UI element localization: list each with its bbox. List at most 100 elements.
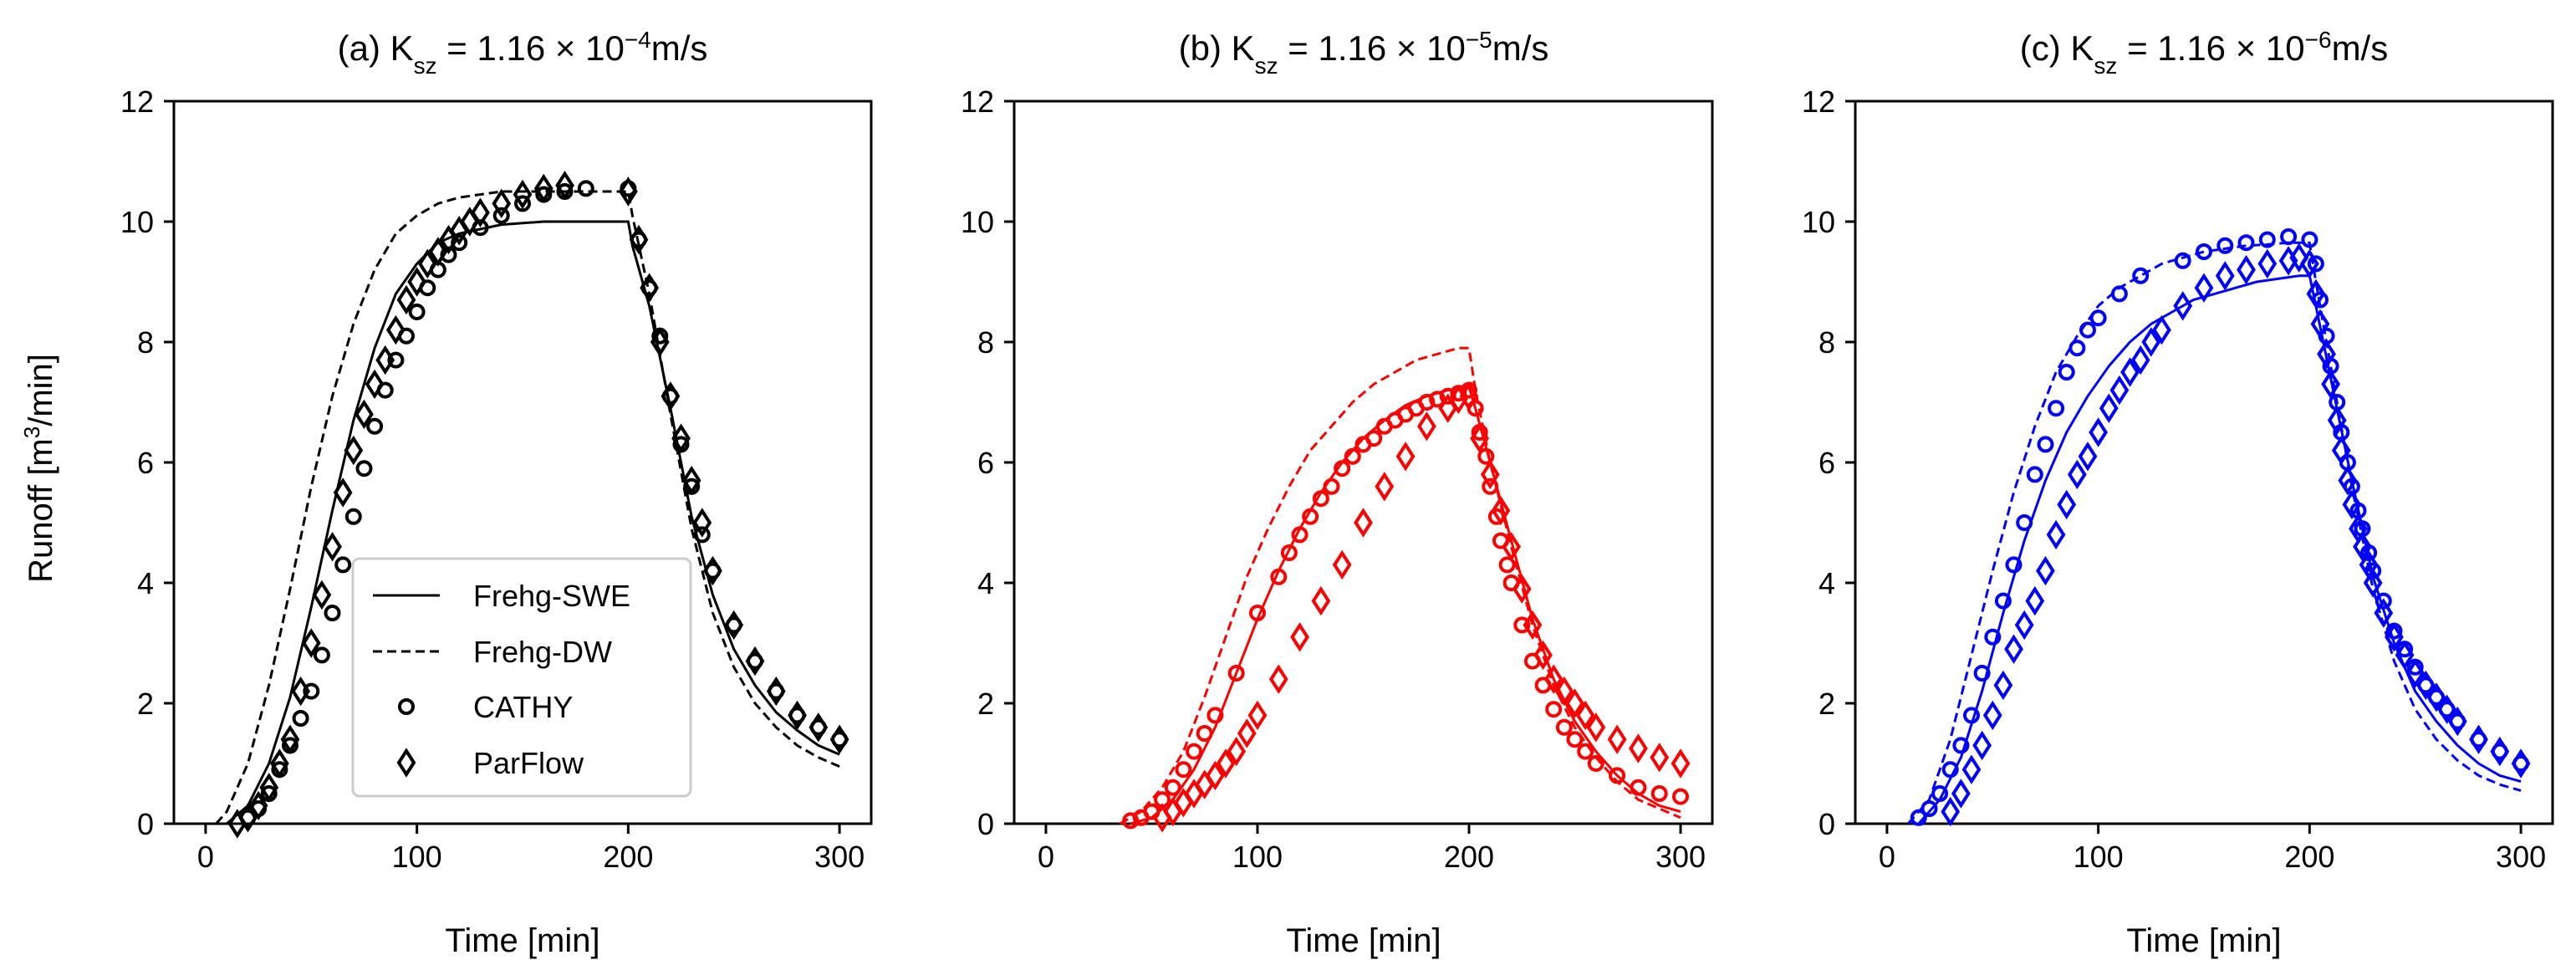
panel-a-parflow-point xyxy=(809,712,829,743)
panel-c-cathy-point xyxy=(1910,809,1927,826)
panel-c-parflow-point xyxy=(2004,634,2023,664)
legend: Frehg-SWE Frehg-DW CATHY ParFlow xyxy=(351,557,692,798)
panel-b-axes-frame xyxy=(1013,100,1714,825)
panel-c-title-eq: = 1.16 × 10 xyxy=(2117,28,2304,68)
panel-a-x-tick-label: 300 xyxy=(814,840,865,874)
panel-a-parflow-point xyxy=(671,423,691,453)
panel-b-cathy-point xyxy=(1555,718,1573,736)
panel-b-cathy-point xyxy=(1291,526,1308,544)
panel-c-cathy-point xyxy=(1952,737,1970,754)
panel-a-parflow-point xyxy=(692,508,712,538)
panel-c-cathy-point xyxy=(1941,761,1959,779)
panel-c-cathy-point xyxy=(2026,466,2043,483)
panel-c-parflow-point xyxy=(2046,519,2066,550)
panel-a-cathy-point xyxy=(313,646,330,664)
panel-c-parflow-point xyxy=(2363,568,2383,598)
panel-c-parflow-point xyxy=(2099,393,2119,423)
panel-c-parflow-point xyxy=(2194,273,2214,303)
panel-b-x-tick-label: 200 xyxy=(1444,840,1494,874)
panel-b-parflow-point xyxy=(1650,743,1670,773)
panel-c-cathy-point xyxy=(2307,255,2324,273)
panel-b-cathy-point xyxy=(1175,761,1192,779)
panel-b-parflow-point xyxy=(1332,549,1352,580)
panel-a-parflow-point xyxy=(238,803,258,833)
panel-a-parflow-point xyxy=(301,628,321,658)
panel-a-parflow-point xyxy=(788,700,807,731)
panel-b-parflow-point xyxy=(1533,640,1553,671)
panel-c-parflow-point xyxy=(2331,435,2351,466)
legend-swe-label: Frehg-SWE xyxy=(473,579,630,613)
panel-a-parflow-point xyxy=(333,477,353,508)
panel-b-cathy-point xyxy=(1566,731,1584,748)
panel-b-parflow-point xyxy=(1290,622,1309,652)
panel-c-parflow-point xyxy=(2338,465,2358,496)
panel-c-parflow-point xyxy=(2317,339,2336,370)
panel-c-parflow-point xyxy=(2353,532,2372,562)
panel-c-title-prefix: (c) K xyxy=(2020,28,2094,68)
panel-b-cathy-point xyxy=(1186,743,1203,760)
panel-c-parflow-point xyxy=(2511,748,2531,779)
panel-c-parflow-point xyxy=(2490,736,2510,767)
panel-b-cathy-point xyxy=(1429,391,1446,408)
panel-b-x-tick-label: 100 xyxy=(1232,840,1283,874)
panel-a-parflow-point xyxy=(766,676,786,707)
panel-a-parflow-point xyxy=(385,314,406,345)
panel-b-cathy-point xyxy=(1482,477,1499,495)
panel-a-x-label: Time [min] xyxy=(445,922,599,959)
panel-a-parflow-point xyxy=(269,748,289,779)
panel-a-cathy-point xyxy=(303,682,320,700)
panel-b-cathy-point xyxy=(1498,556,1516,574)
panel-b-cathy-point xyxy=(1650,785,1668,802)
panel-c-title-unit: m/s xyxy=(2332,28,2389,68)
panel-c-y-tick-label: 6 xyxy=(1819,446,1835,480)
panel-a-cathy-point xyxy=(292,710,309,727)
panel-b-parflow-point xyxy=(1206,760,1225,791)
panel-b-parflow-point xyxy=(1247,700,1268,731)
panel-a-y-tick-label: 12 xyxy=(120,84,154,119)
panel-a-parflow-point xyxy=(650,327,670,357)
panel-c-cathy-point xyxy=(1994,592,2012,610)
panel-a-parflow-point xyxy=(513,179,533,210)
panel-c-cathy-point xyxy=(1931,785,1949,802)
panel-c-cathy-point xyxy=(2375,592,2392,610)
panel-c-parflow-point xyxy=(2415,670,2436,701)
panel-a-parflow-point xyxy=(417,248,437,279)
panel-b-cathy-point xyxy=(1122,812,1140,830)
legend-frame xyxy=(351,557,692,798)
panel-a-parflow-point xyxy=(829,724,849,754)
panel-a-parflow-point xyxy=(640,273,660,303)
panel-b-parflow-point xyxy=(1375,472,1395,502)
panel-a-y-tick-label: 2 xyxy=(137,687,154,721)
panel-c-parflow-point xyxy=(1972,730,1992,761)
panel-b-y-tick-label: 2 xyxy=(977,687,994,721)
panel-a-title-prefix: (a) K xyxy=(338,28,414,68)
panel-c-parflow-point xyxy=(2215,261,2235,291)
panel-a-parflow-point xyxy=(681,465,701,496)
panel-b-parflow-point xyxy=(1565,688,1584,718)
panel-c-x-tick-label: 300 xyxy=(2496,840,2546,874)
panel-b-parflow-point xyxy=(1502,532,1521,562)
panel-a-cathy-point xyxy=(693,526,711,544)
panel-b-cathy-point xyxy=(1227,665,1245,682)
panel-a-parflow-point xyxy=(471,197,490,227)
panel-b-cathy-point xyxy=(1206,707,1224,724)
panel-c-parflow-point xyxy=(2299,248,2319,279)
panel-a-parflow-point xyxy=(629,224,649,255)
y-axis-label-prefix: Runoff [m xyxy=(23,438,59,583)
panel-c-cathy-point xyxy=(2048,400,2065,417)
panel-c-cathy-point xyxy=(2174,252,2191,269)
panel-c-cathy-point xyxy=(1973,665,1991,682)
panel-b-cathy-point xyxy=(1323,477,1340,495)
panel-c-parflow-point xyxy=(1982,700,2002,731)
panel-c-parflow-point xyxy=(2437,694,2457,724)
panel-b-cathy-point xyxy=(1477,447,1495,465)
panel-c-parflow-point xyxy=(2173,291,2193,321)
panel-a-cathy-point xyxy=(355,460,373,477)
panel-a-cathy-point xyxy=(408,304,426,320)
panel-c-x-tick-label: 100 xyxy=(2074,840,2124,874)
panel-c-title-sub: sz xyxy=(2094,53,2117,79)
panel-a-parflow-point xyxy=(323,532,342,562)
panel-c-parflow-point xyxy=(1961,754,1982,784)
panel-c-cathy-point xyxy=(2258,231,2276,248)
panel-b-y-tick-label: 0 xyxy=(977,807,994,841)
